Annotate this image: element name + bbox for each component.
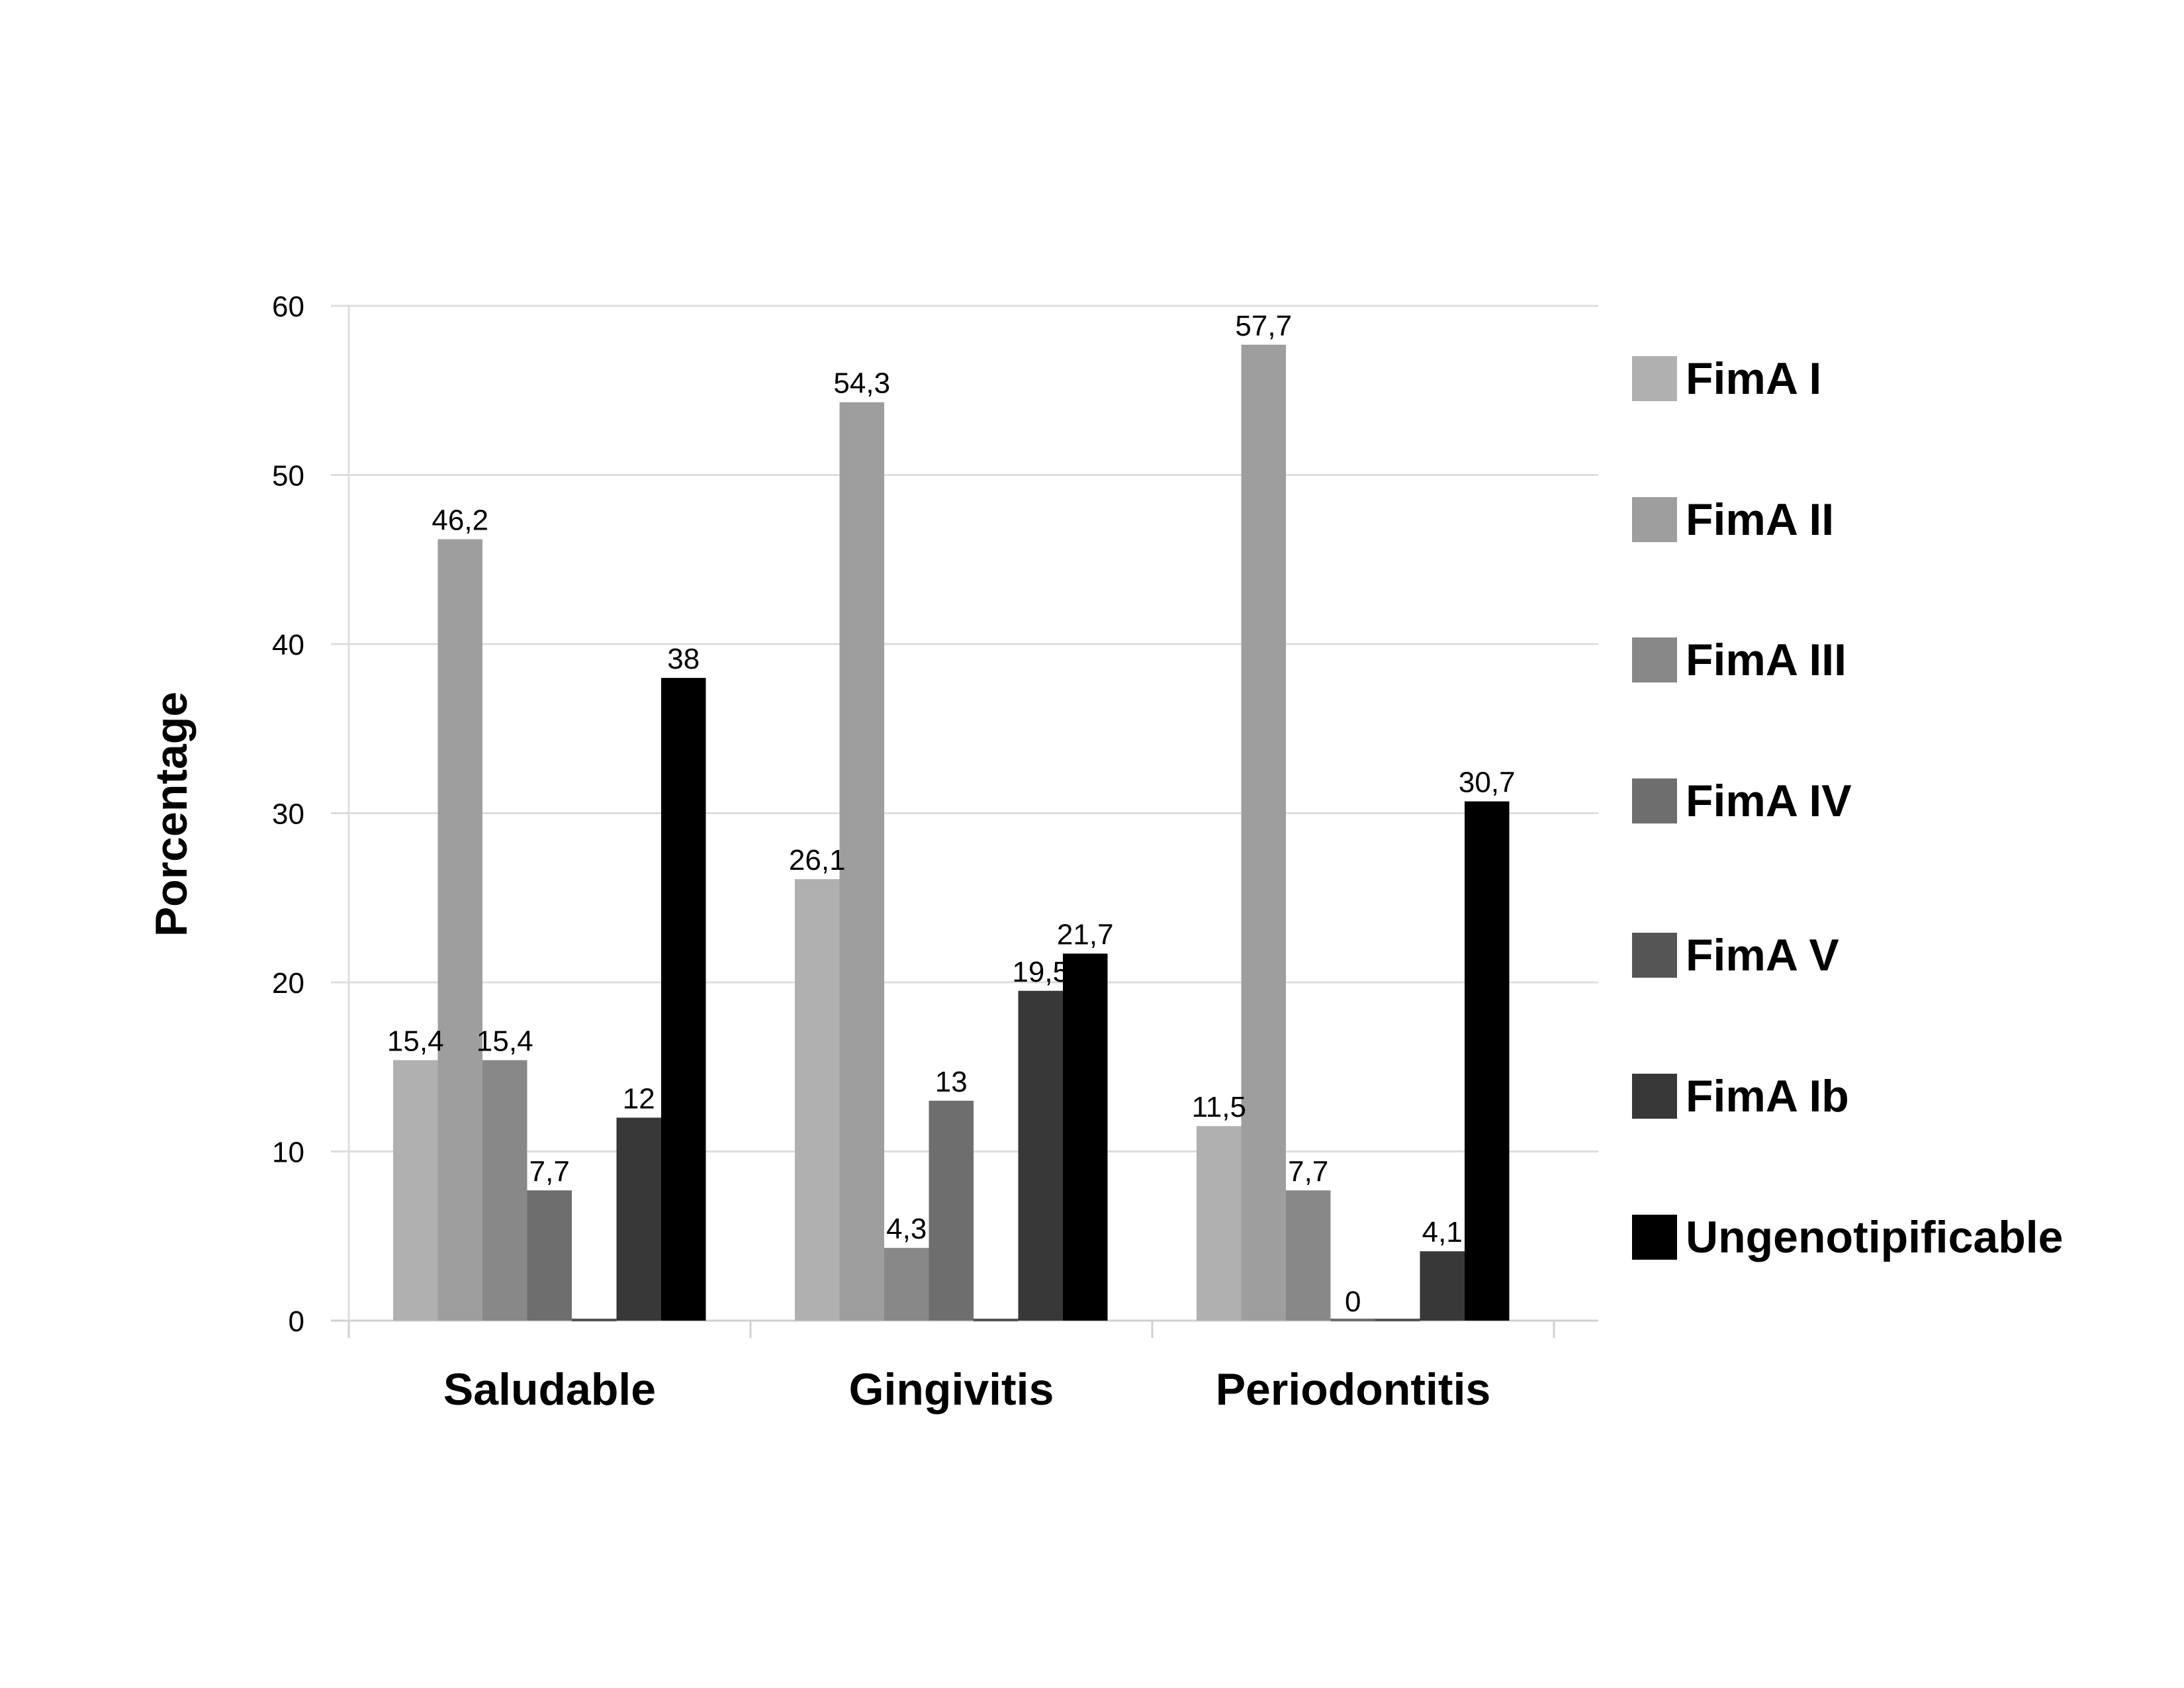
bar-zero [572,1319,617,1321]
data-label: 57,7 [1235,310,1292,342]
bar-zero [1375,1319,1420,1321]
y-tick-label: 50 [272,460,304,492]
legend-swatch [1632,637,1677,682]
legend-swatch [1632,1074,1677,1119]
data-label: 7,7 [529,1155,570,1188]
legend-item: FimA II [1632,494,1834,545]
data-label: 4,3 [886,1213,927,1245]
gridlines [331,305,1598,1322]
data-label: 30,7 [1459,767,1516,799]
bar [393,1060,438,1321]
legend-swatch [1632,1215,1677,1260]
bar [1197,1126,1242,1321]
legend-label: Ungenotipificable [1686,1212,2063,1262]
data-label: 26,1 [789,844,846,876]
y-tick-label: 30 [272,798,304,831]
legend-swatch [1632,933,1677,978]
legend-label: FimA IV [1686,776,1852,826]
legend-swatch [1632,356,1677,401]
data-label: 4,1 [1422,1216,1463,1248]
bar [839,402,884,1321]
bar [661,678,706,1321]
bar [884,1248,929,1321]
data-label: 38 [667,643,700,675]
legend-item: FimA III [1632,635,1846,685]
legend-label: FimA III [1686,635,1846,685]
data-label: 19,5 [1012,956,1069,988]
legend-item: FimA I [1632,353,1821,404]
y-tick-label: 40 [272,629,304,661]
bar [1063,953,1108,1321]
bar [437,539,482,1321]
data-label: 15,4 [387,1025,444,1058]
legend: FimA I FimA II FimA III FimA IV FimA V FimA I… [1632,353,2063,1262]
bar [1420,1251,1465,1321]
bar [527,1190,572,1321]
data-label: 15,4 [477,1025,533,1058]
bar [1465,801,1510,1321]
x-tick-label: Gingivitis [849,1364,1054,1415]
legend-label: FimA II [1686,494,1834,545]
bar [929,1100,974,1321]
data-label: 46,2 [432,504,488,537]
x-axis: Saludable Gingivitis Periodontitis [347,1321,1555,1415]
bar [1241,344,1286,1321]
bar [616,1117,661,1321]
legend-swatch [1632,497,1677,542]
bar-zero [1330,1319,1375,1321]
legend-label: FimA I [1686,353,1821,404]
legend-item: FimA IV [1632,776,1852,826]
data-label: 0 [1345,1286,1361,1318]
x-tick-label: Saludable [443,1364,656,1415]
bar [1286,1190,1331,1321]
y-tick-label: 10 [272,1137,304,1169]
legend-label: FimA V [1686,930,1839,980]
data-label: 12 [623,1082,655,1115]
bar [1018,990,1063,1321]
data-label: 11,5 [1192,1091,1246,1123]
data-label: 54,3 [833,367,890,400]
data-label: 7,7 [1288,1155,1328,1188]
y-tick-label: 20 [272,967,304,1000]
bars [393,344,1510,1321]
y-tick-label: 60 [272,291,304,323]
legend-swatch [1632,778,1677,823]
data-label: 13 [935,1066,968,1098]
legend-item: Ungenotipificable [1632,1212,2063,1262]
bar [795,879,840,1321]
y-axis: 0 10 20 30 40 50 60 [272,291,350,1338]
bar [482,1060,527,1321]
data-labels: 15,4 46,2 15,4 7,7 12 38 26,1 54,3 4,3 13 19,5 21,7… [387,310,1516,1318]
y-tick-label: 0 [289,1305,304,1338]
x-tick-label: Periodontitis [1216,1364,1491,1415]
data-label: 21,7 [1057,919,1114,951]
y-axis-label: Porcentage [146,692,197,937]
legend-item: FimA Ib [1632,1071,1849,1121]
legend-label: FimA Ib [1686,1071,1849,1121]
legend-item: FimA V [1632,930,1839,980]
bar-zero [974,1319,1019,1321]
